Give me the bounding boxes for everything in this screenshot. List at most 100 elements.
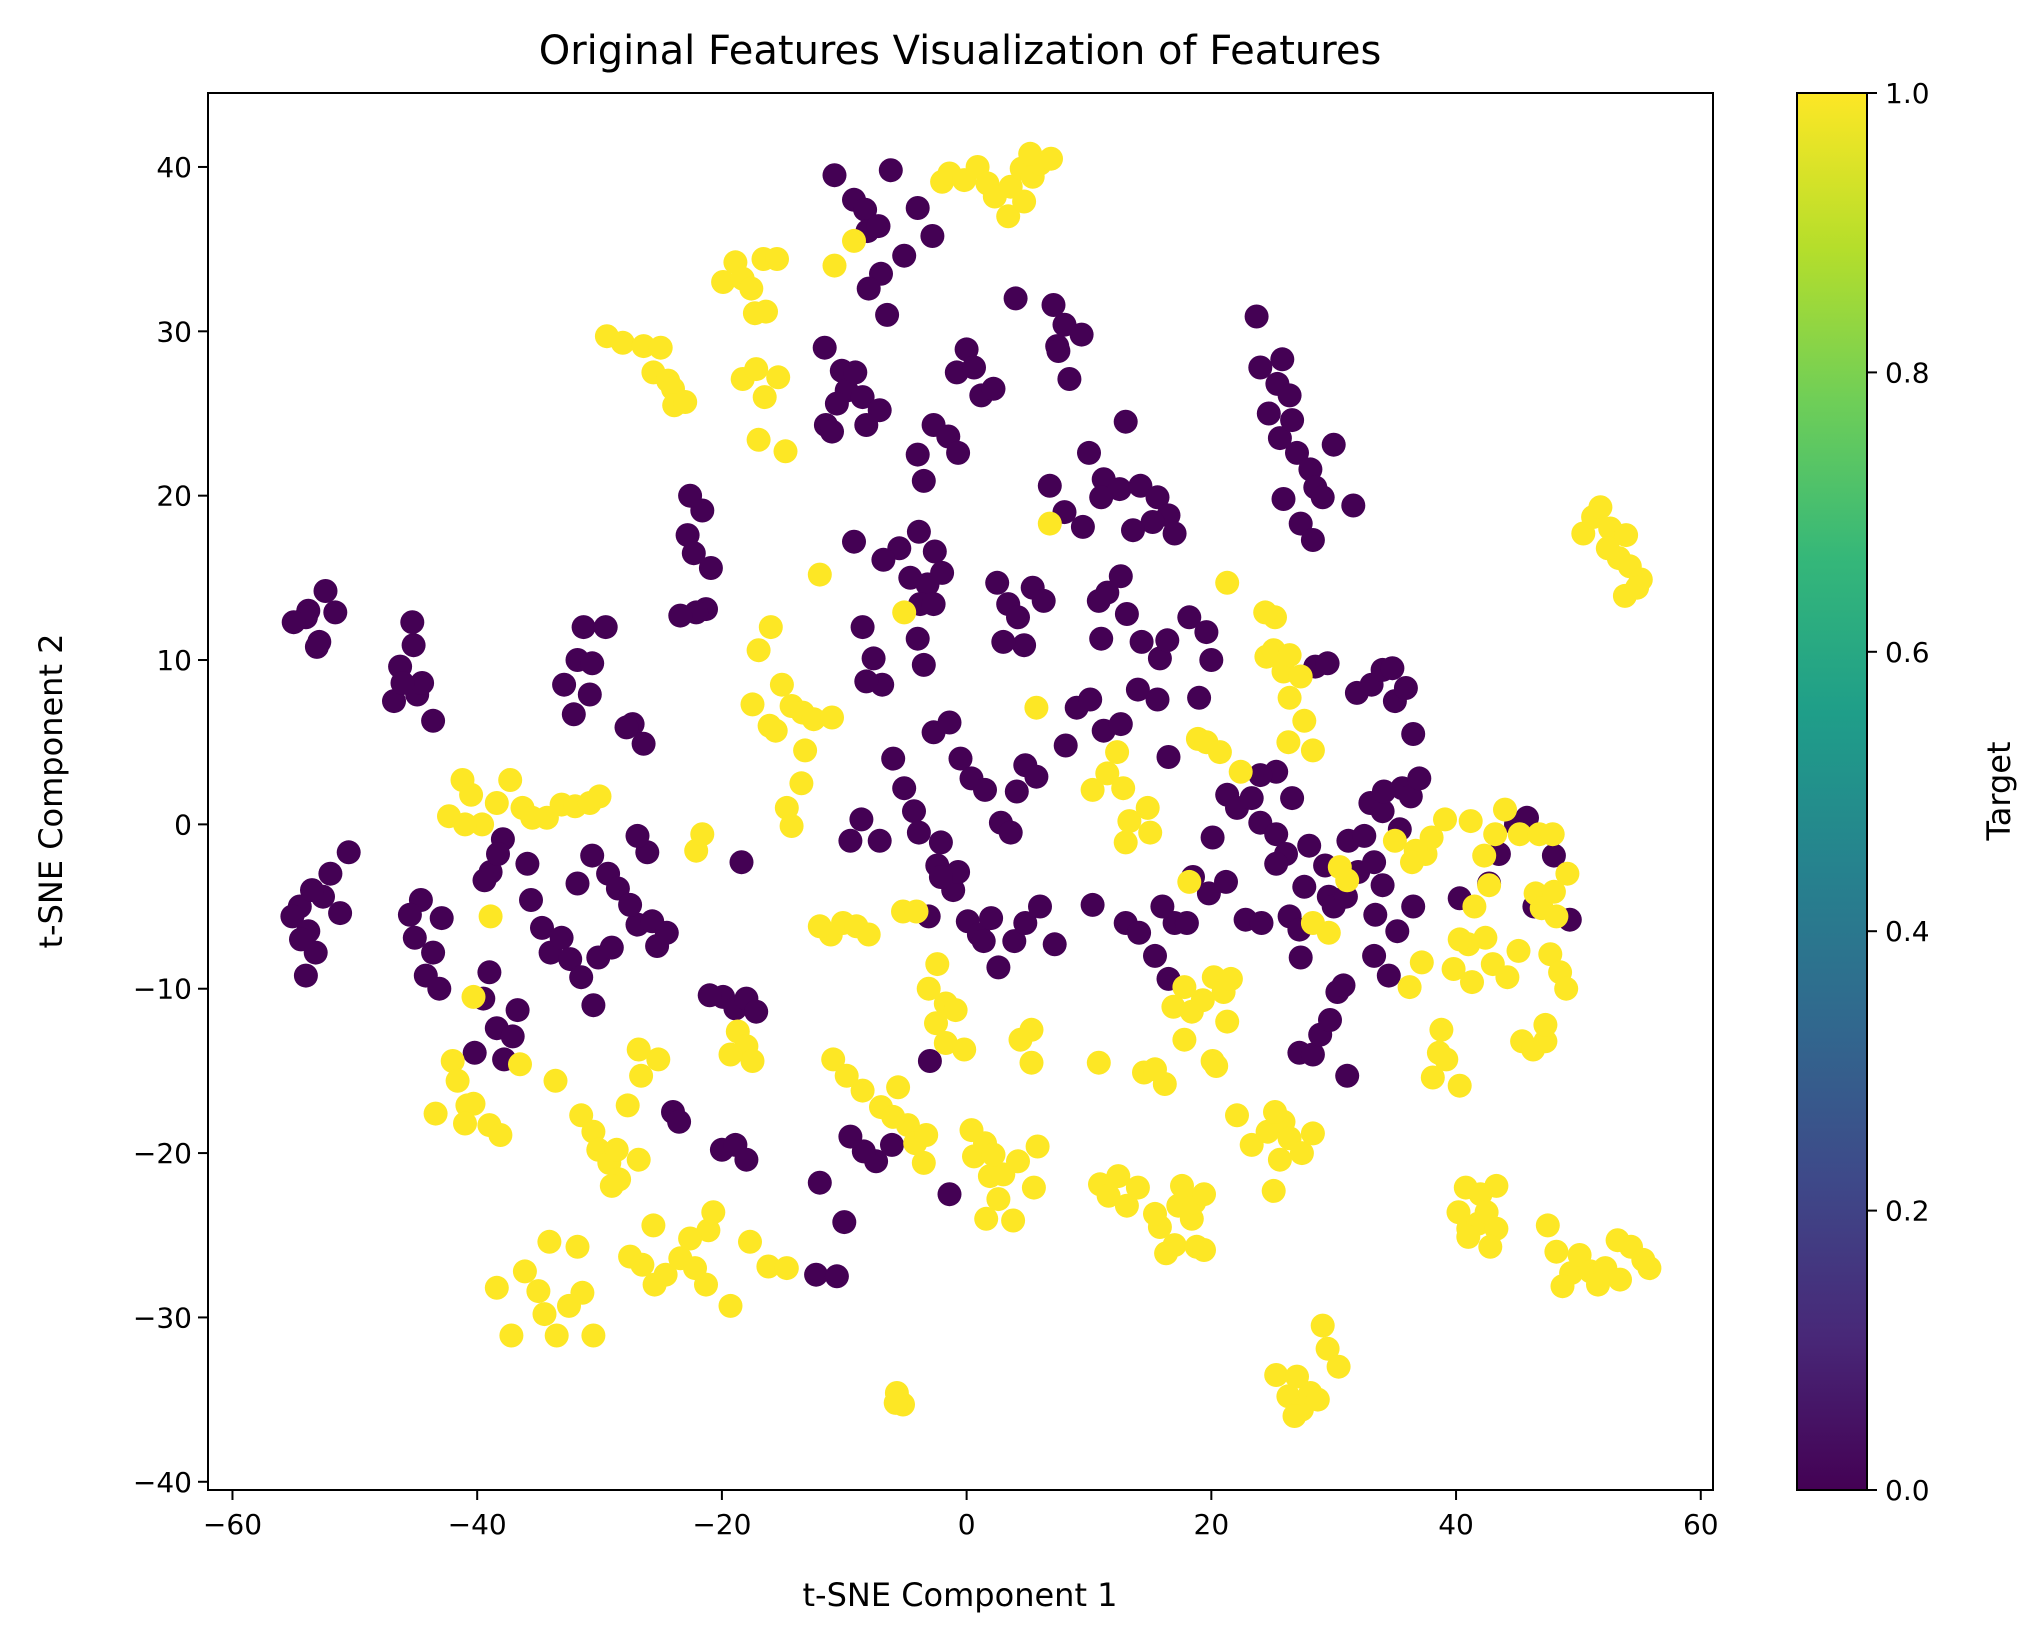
- scatter-point: [1288, 511, 1313, 536]
- scatter-point: [1037, 511, 1062, 536]
- scatter-point: [1382, 828, 1407, 853]
- scatter-point: [630, 1252, 655, 1277]
- scatter-point: [1039, 146, 1063, 171]
- scatter-point: [1170, 1173, 1194, 1198]
- scatter-point: [1277, 383, 1302, 408]
- scatter-point: [641, 1213, 666, 1238]
- colorbar-ticks: 0.0 0.2 0.4 0.6 0.8 1.0: [1867, 77, 1930, 1507]
- scatter-point: [505, 998, 530, 1023]
- scatter-point: [1096, 1183, 1121, 1208]
- scatter-point: [962, 355, 986, 380]
- scatter-point: [401, 633, 426, 658]
- scatter-point: [698, 556, 723, 580]
- scatter-point: [754, 299, 778, 324]
- scatter-point: [445, 1068, 470, 1093]
- scatter-point: [543, 1068, 568, 1093]
- y-tick-label: −40: [133, 1466, 192, 1499]
- scatter-point: [1398, 784, 1423, 809]
- scatter-point: [1140, 510, 1165, 534]
- scatter-point: [1419, 825, 1444, 850]
- scatter-point: [1433, 807, 1457, 832]
- scatter-point: [1614, 523, 1639, 548]
- scatter-point: [930, 560, 955, 585]
- scatter-point: [1125, 677, 1150, 702]
- scatter-point: [1400, 850, 1424, 875]
- scatter-point: [571, 615, 596, 640]
- scatter-point: [1190, 988, 1215, 1013]
- scatter-point: [842, 228, 866, 253]
- scatter-point: [629, 1063, 654, 1088]
- scatter-point: [281, 610, 306, 635]
- scatter-point: [1376, 963, 1401, 988]
- scatter-point: [850, 385, 875, 410]
- scatter-point: [1196, 881, 1221, 906]
- scatter-point: [1147, 646, 1172, 671]
- scatter-point: [1200, 825, 1225, 850]
- scatter-point: [1028, 894, 1052, 919]
- scatter-point: [1264, 851, 1289, 876]
- scatter-point: [1117, 809, 1142, 834]
- scatter-point: [824, 391, 849, 416]
- scatter-point: [565, 1234, 590, 1259]
- scatter-point: [1447, 927, 1472, 952]
- scatter-point: [1263, 1100, 1287, 1124]
- scatter-point: [905, 626, 930, 651]
- scatter-point: [801, 707, 826, 732]
- scatter-point: [500, 1024, 525, 1049]
- y-axis-ticks: −40 −30 −20 −10 0 10 20 30 40: [133, 151, 208, 1499]
- scatter-point: [880, 1132, 904, 1157]
- scatter-point: [300, 878, 324, 903]
- scatter-point: [1264, 1363, 1289, 1387]
- scatter-point: [565, 871, 590, 896]
- scatter-point: [486, 842, 510, 866]
- y-tick-label: 20: [156, 480, 192, 513]
- scatter-point: [1161, 994, 1186, 1019]
- scatter-point: [1540, 822, 1565, 847]
- scatter-point: [1037, 473, 1062, 498]
- x-tick-label: −40: [448, 1508, 507, 1541]
- y-tick-label: −10: [133, 973, 192, 1006]
- scatter-point: [1156, 745, 1181, 769]
- scatter-point: [746, 638, 771, 663]
- scatter-point: [1326, 1354, 1351, 1379]
- scatter-point: [1177, 869, 1202, 894]
- scatter-point: [569, 965, 594, 990]
- scatter-point: [1462, 894, 1487, 919]
- scatter-point: [821, 1047, 846, 1072]
- scatter-point: [304, 634, 329, 659]
- x-axis-label: t-SNE Component 1: [802, 1576, 1117, 1614]
- scatter-point: [861, 646, 886, 671]
- scatter-point: [1155, 628, 1180, 653]
- scatter-point: [1267, 426, 1292, 451]
- scatter-point: [807, 914, 832, 939]
- scatter-point: [883, 1390, 908, 1415]
- scatter-point: [293, 963, 318, 988]
- scatter-point: [1128, 473, 1153, 498]
- scatter-point: [478, 904, 503, 929]
- scatter-point: [1310, 485, 1335, 510]
- scatter-point: [1194, 620, 1219, 645]
- scatter-point: [985, 570, 1010, 595]
- scatter-point: [654, 920, 679, 945]
- scatter-point: [678, 1226, 703, 1251]
- scatter-point: [581, 993, 606, 1018]
- scatter-point: [1401, 722, 1426, 746]
- scatter-point: [1080, 777, 1105, 802]
- scatter-point: [1362, 943, 1387, 968]
- scatter-points: [280, 141, 1662, 1428]
- scatter-point: [902, 799, 926, 824]
- scatter-point: [746, 427, 771, 452]
- scatter-point: [1187, 685, 1212, 710]
- scatter-point: [1267, 1147, 1292, 1172]
- scatter-point: [1143, 943, 1167, 968]
- scatter-point: [1145, 485, 1170, 510]
- scatter-point: [289, 927, 313, 952]
- scatter-point: [971, 929, 996, 954]
- scatter-point: [789, 771, 814, 796]
- scatter-point: [462, 1040, 487, 1065]
- scatter-point: [1586, 1272, 1610, 1297]
- scatter-point: [581, 1119, 606, 1144]
- scatter-point: [499, 1323, 524, 1348]
- scatter-point: [1429, 1017, 1454, 1042]
